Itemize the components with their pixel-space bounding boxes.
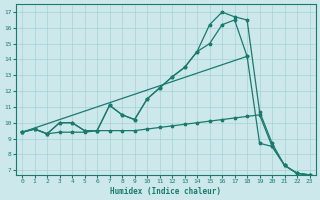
X-axis label: Humidex (Indice chaleur): Humidex (Indice chaleur) bbox=[110, 187, 221, 196]
